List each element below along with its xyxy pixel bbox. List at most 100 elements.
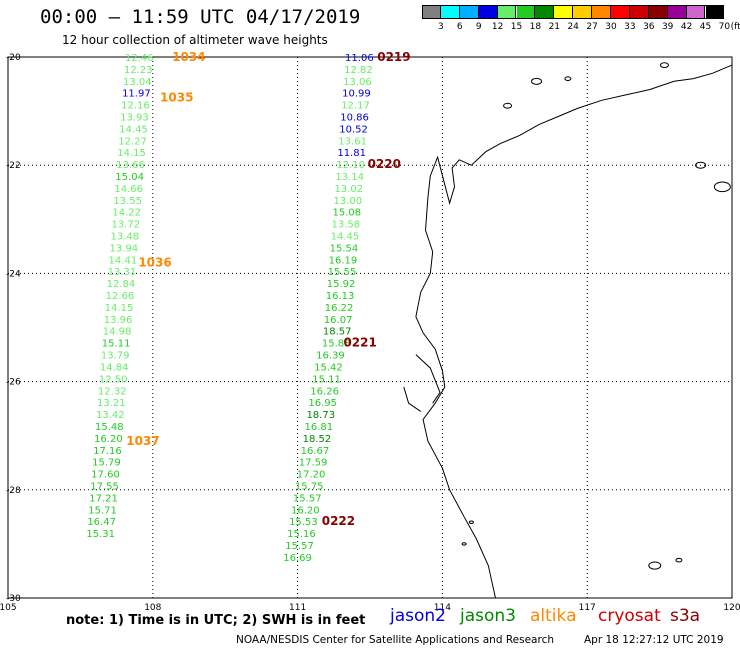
wave-height-value: 15.48 bbox=[95, 422, 124, 433]
wave-height-value: 12.50 bbox=[99, 374, 128, 385]
wave-height-value: 11.06 bbox=[345, 53, 374, 64]
wave-height-value: 15.04 bbox=[115, 172, 144, 183]
wave-height-value: 14.22 bbox=[112, 208, 141, 219]
wave-height-value: 13.96 bbox=[104, 315, 133, 326]
legend-swatch-3 bbox=[422, 5, 441, 19]
lat-tick-label: -20 bbox=[6, 53, 21, 63]
legend-label-45: 45 bbox=[699, 22, 712, 32]
legend-label-18: 18 bbox=[529, 22, 542, 32]
wave-height-value: 17.60 bbox=[91, 470, 120, 481]
wave-height-value: 16.47 bbox=[87, 517, 116, 528]
lat-tick-label: -30 bbox=[6, 594, 21, 604]
legend-frame bbox=[422, 5, 725, 19]
legend-label-24: 24 bbox=[567, 22, 579, 32]
pass-label: 1036 bbox=[138, 256, 171, 270]
pass-label: 1034 bbox=[172, 50, 205, 64]
lat-tick-label: -26 bbox=[6, 378, 21, 388]
lon-tick-label: 114 bbox=[434, 603, 451, 613]
wave-height-value: 18.57 bbox=[323, 327, 352, 338]
wave-height-value: 12.10 bbox=[336, 160, 365, 171]
legend-swatch-15 bbox=[497, 5, 517, 19]
legend-label-9: 9 bbox=[475, 22, 482, 32]
wave-height-value: 12.66 bbox=[106, 291, 135, 302]
page-subtitle: 12 hour collection of altimeter wave hei… bbox=[62, 33, 328, 47]
wave-height-value: 16.26 bbox=[310, 386, 339, 397]
wave-height-value: 15.79 bbox=[92, 458, 121, 469]
wave-height-value: 16.20 bbox=[291, 505, 320, 516]
lon-tick-label: 108 bbox=[144, 603, 161, 613]
legend-swatch-33 bbox=[611, 5, 630, 19]
wave-height-value: 15.55 bbox=[328, 267, 357, 278]
legend-swatch-6 bbox=[440, 5, 460, 19]
legend-label-33: 33 bbox=[624, 22, 636, 32]
wave-height-value: 11.81 bbox=[337, 148, 366, 159]
wave-height-value: 14.45 bbox=[119, 124, 148, 135]
wave-height-value: 15.11 bbox=[102, 339, 131, 350]
peninsula-outline bbox=[403, 386, 421, 412]
wave-height-value: 13.14 bbox=[335, 172, 364, 183]
legend-swatch-18 bbox=[516, 5, 536, 19]
peninsula-outline bbox=[415, 354, 441, 404]
legend-label-30: 30 bbox=[605, 22, 617, 32]
wave-height-value: 12.82 bbox=[344, 65, 373, 76]
legend-label-39: 39 bbox=[661, 22, 674, 32]
legend-label-42: 42 bbox=[680, 22, 693, 32]
wave-height-value: 13.06 bbox=[343, 77, 372, 88]
wave-height-value: 13.21 bbox=[97, 398, 126, 409]
wave-height-value: 12.46 bbox=[125, 53, 154, 64]
legend-label-3: 3 bbox=[438, 22, 444, 32]
wave-height-value: 13.94 bbox=[110, 243, 139, 254]
map-frame bbox=[7, 56, 733, 599]
legend-label-12: 12 bbox=[491, 22, 504, 32]
legend-swatch-24 bbox=[554, 5, 574, 19]
wave-height-value: 12.27 bbox=[118, 136, 147, 147]
wave-height-value: 13.04 bbox=[123, 77, 152, 88]
pass-label: 0220 bbox=[368, 157, 401, 171]
wave-height-value: 16.67 bbox=[301, 446, 330, 457]
wave-height-value: 15.71 bbox=[88, 505, 117, 516]
wave-height-value: 14.66 bbox=[114, 184, 143, 195]
wave-height-value: 15.42 bbox=[314, 362, 343, 373]
wave-height-value: 16.20 bbox=[94, 434, 123, 445]
wave-height-value: 13.61 bbox=[338, 136, 367, 147]
legend-label-6: 6 bbox=[456, 22, 463, 32]
island-outline bbox=[659, 62, 669, 69]
page-title: 00:00 – 11:59 UTC 04/17/2019 bbox=[40, 6, 361, 28]
wave-height-value: 12.32 bbox=[98, 386, 127, 397]
legend-label-21: 21 bbox=[548, 22, 561, 32]
wave-height-value: 12.23 bbox=[124, 65, 153, 76]
lon-tick-label: 120 bbox=[723, 603, 740, 613]
wave-height-value: 14.98 bbox=[103, 327, 132, 338]
legend-label-70: 70 bbox=[718, 22, 731, 32]
wave-height-value: 17.55 bbox=[90, 481, 119, 492]
wave-height-value: 17.21 bbox=[89, 493, 118, 504]
wave-height-value: 14.84 bbox=[100, 362, 129, 373]
legend-label-27: 27 bbox=[586, 22, 598, 32]
wave-height-value: 18.73 bbox=[306, 410, 335, 421]
pass-label: 0222 bbox=[322, 514, 355, 528]
wave-height-value: 10.99 bbox=[342, 89, 371, 100]
pass-label: 0219 bbox=[377, 50, 410, 64]
wave-height-value: 14.45 bbox=[331, 232, 360, 243]
island-outline bbox=[531, 77, 543, 85]
generation-timestamp: Apr 18 12:27:12 UTC 2019 bbox=[584, 634, 724, 646]
wave-height-value: 13.00 bbox=[333, 196, 362, 207]
wave-height-value: 15.92 bbox=[327, 279, 356, 290]
footer-note: note: 1) Time is in UTC; 2) SWH is in fe… bbox=[66, 613, 366, 628]
wave-height-value: 17.59 bbox=[299, 458, 328, 469]
wave-height-value: 13.02 bbox=[334, 184, 363, 195]
legend-label-36: 36 bbox=[643, 22, 655, 32]
lon-tick-label: 117 bbox=[579, 603, 596, 613]
satellite-name-altika: altika bbox=[530, 606, 577, 626]
wave-height-value: 15.16 bbox=[287, 529, 316, 540]
lat-tick-label: -22 bbox=[6, 161, 21, 171]
legend-label-15: 15 bbox=[510, 22, 523, 32]
wave-height-value: 15.31 bbox=[86, 529, 115, 540]
credit-text: NOAA/NESDIS Center for Satellite Applica… bbox=[236, 634, 554, 646]
satellite-name-cryosat: cryosat bbox=[598, 606, 661, 626]
wave-height-value: 15.53 bbox=[289, 517, 318, 528]
wave-height-value: 16.95 bbox=[308, 398, 337, 409]
wave-height-value: 15.08 bbox=[333, 208, 362, 219]
island-outline bbox=[468, 520, 474, 524]
